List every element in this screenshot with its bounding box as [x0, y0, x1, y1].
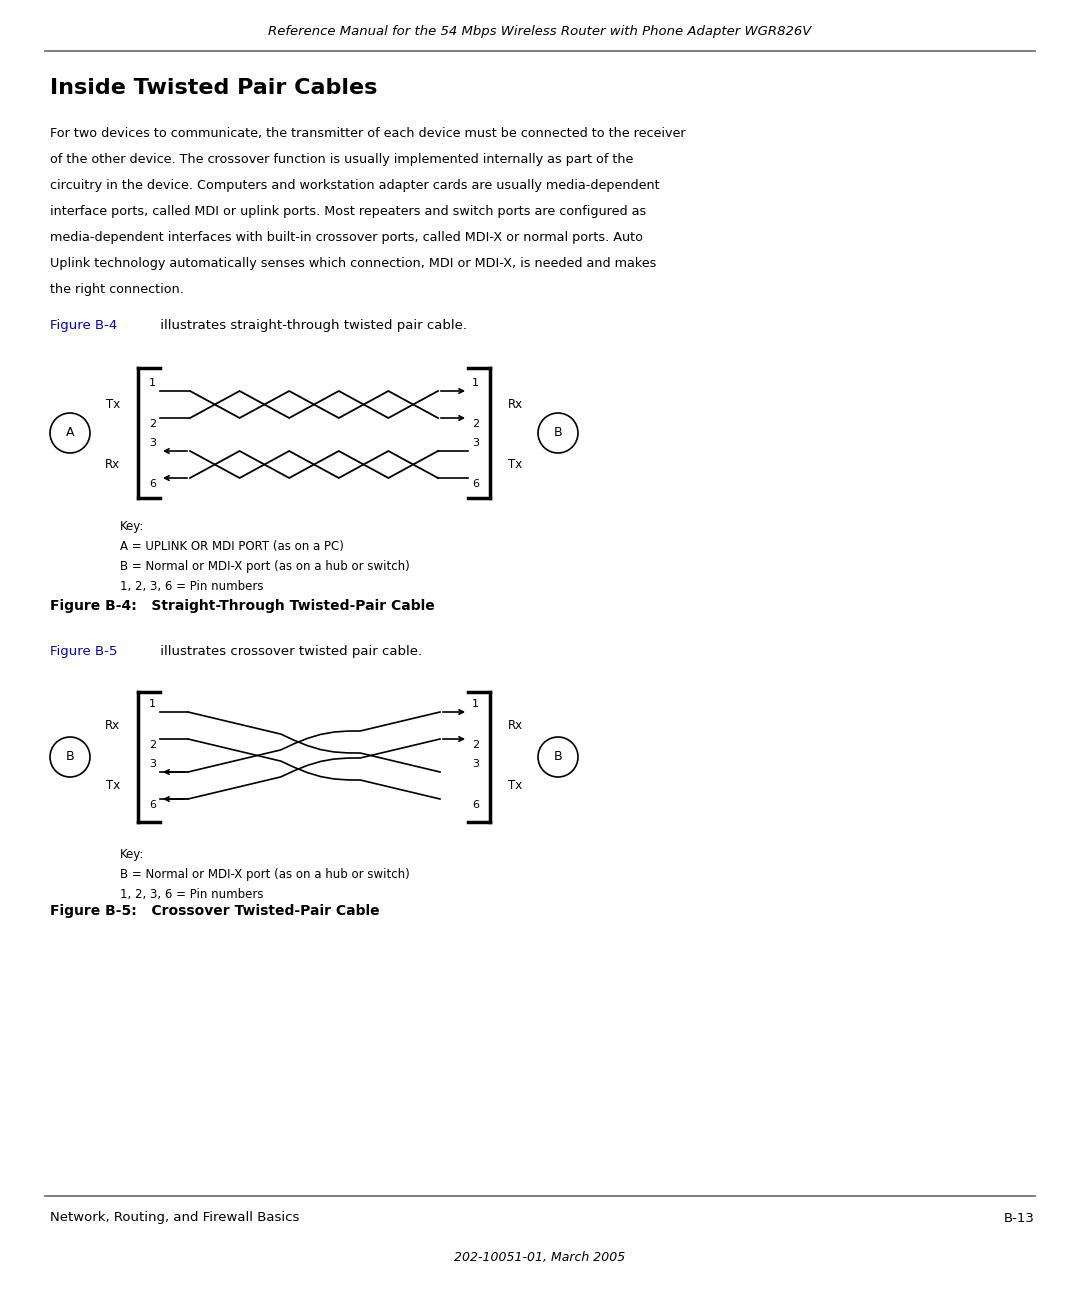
Text: the right connection.: the right connection.: [50, 283, 184, 295]
Text: 1: 1: [472, 699, 480, 709]
Text: Rx: Rx: [508, 398, 523, 411]
Text: B = Normal or MDI-X port (as on a hub or switch): B = Normal or MDI-X port (as on a hub or…: [120, 868, 409, 881]
Text: 2: 2: [149, 419, 156, 429]
Text: 2: 2: [472, 419, 480, 429]
Text: Figure B-4:   Straight-Through Twisted-Pair Cable: Figure B-4: Straight-Through Twisted-Pai…: [50, 599, 435, 613]
Text: Rx: Rx: [508, 719, 523, 732]
Text: A: A: [66, 426, 75, 439]
Text: B: B: [66, 750, 75, 763]
Text: 2: 2: [149, 740, 156, 750]
Text: Figure B-5: Figure B-5: [50, 644, 118, 657]
Text: Tx: Tx: [106, 779, 120, 792]
Text: Tx: Tx: [508, 457, 523, 470]
Text: Inside Twisted Pair Cables: Inside Twisted Pair Cables: [50, 78, 377, 98]
Text: 3: 3: [472, 759, 480, 769]
Text: 1, 2, 3, 6 = Pin numbers: 1, 2, 3, 6 = Pin numbers: [120, 888, 264, 901]
Text: circuitry in the device. Computers and workstation adapter cards are usually med: circuitry in the device. Computers and w…: [50, 179, 660, 192]
Text: Rx: Rx: [105, 457, 120, 470]
Text: media-dependent interfaces with built-in crossover ports, called MDI-X or normal: media-dependent interfaces with built-in…: [50, 231, 643, 244]
Text: Reference Manual for the 54 Mbps Wireless Router with Phone Adapter WGR826V: Reference Manual for the 54 Mbps Wireles…: [268, 26, 812, 39]
Text: interface ports, called MDI or uplink ports. Most repeaters and switch ports are: interface ports, called MDI or uplink po…: [50, 205, 646, 218]
Text: B = Normal or MDI-X port (as on a hub or switch): B = Normal or MDI-X port (as on a hub or…: [120, 560, 409, 573]
Text: 6: 6: [472, 800, 480, 810]
Text: 1: 1: [149, 699, 156, 709]
Text: Tx: Tx: [508, 779, 523, 792]
Text: 2: 2: [472, 740, 480, 750]
Text: 6: 6: [149, 480, 156, 489]
Text: illustrates straight-through twisted pair cable.: illustrates straight-through twisted pai…: [156, 320, 467, 333]
Text: Key:: Key:: [120, 520, 145, 533]
Text: 1: 1: [149, 378, 156, 388]
Text: Uplink technology automatically senses which connection, MDI or MDI-X, is needed: Uplink technology automatically senses w…: [50, 257, 657, 270]
Text: Figure B-4: Figure B-4: [50, 320, 118, 333]
Text: Network, Routing, and Firewall Basics: Network, Routing, and Firewall Basics: [50, 1212, 299, 1225]
Text: B-13: B-13: [1004, 1212, 1035, 1225]
Text: Key:: Key:: [120, 848, 145, 861]
Text: 3: 3: [149, 438, 156, 448]
Text: 202-10051-01, March 2005: 202-10051-01, March 2005: [455, 1252, 625, 1265]
Text: 6: 6: [472, 480, 480, 489]
Text: Figure B-5:   Crossover Twisted-Pair Cable: Figure B-5: Crossover Twisted-Pair Cable: [50, 905, 380, 918]
Text: 1, 2, 3, 6 = Pin numbers: 1, 2, 3, 6 = Pin numbers: [120, 581, 264, 594]
Text: of the other device. The crossover function is usually implemented internally as: of the other device. The crossover funct…: [50, 153, 633, 166]
Text: A = UPLINK OR MDI PORT (as on a PC): A = UPLINK OR MDI PORT (as on a PC): [120, 540, 343, 553]
Text: B: B: [554, 426, 563, 439]
Text: illustrates crossover twisted pair cable.: illustrates crossover twisted pair cable…: [156, 644, 422, 657]
Text: Tx: Tx: [106, 398, 120, 411]
Text: Rx: Rx: [105, 719, 120, 732]
Text: 1: 1: [472, 378, 480, 388]
Text: B: B: [554, 750, 563, 763]
Text: 3: 3: [149, 759, 156, 769]
Text: 6: 6: [149, 800, 156, 810]
Text: For two devices to communicate, the transmitter of each device must be connected: For two devices to communicate, the tran…: [50, 127, 686, 140]
Text: 3: 3: [472, 438, 480, 448]
